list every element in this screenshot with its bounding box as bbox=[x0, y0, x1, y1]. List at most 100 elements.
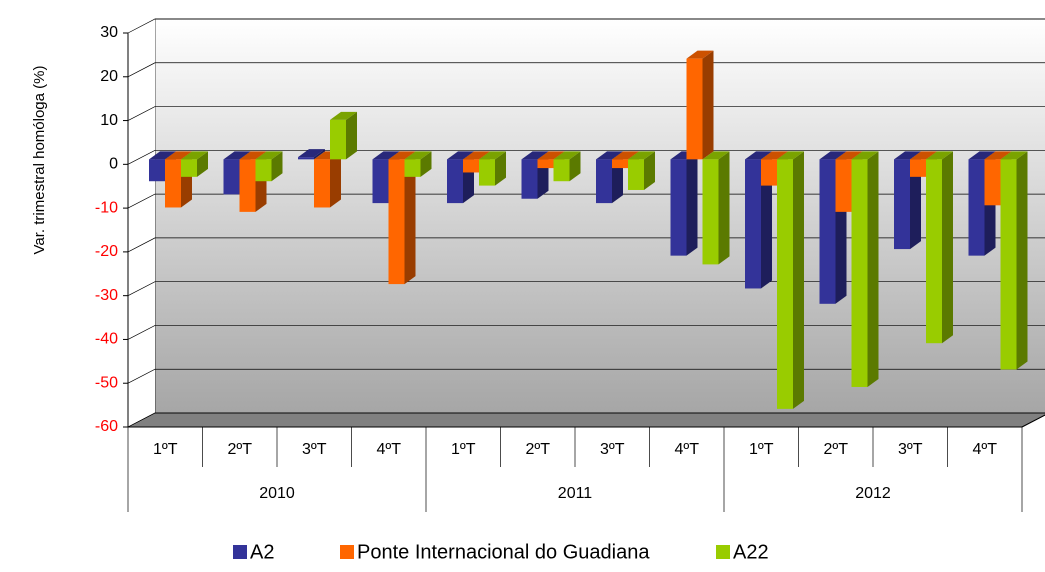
bar-face bbox=[644, 151, 655, 190]
bar-face bbox=[718, 151, 730, 265]
bar-face bbox=[894, 159, 910, 250]
bar-face bbox=[835, 151, 863, 160]
y-axis-label: Var. trimestral homóloga (%) bbox=[31, 66, 48, 255]
y-tick-label: -10 bbox=[95, 199, 118, 216]
y-tick-label: 30 bbox=[100, 24, 118, 41]
bar-face bbox=[819, 159, 836, 304]
bar-face bbox=[777, 151, 804, 160]
bar bbox=[388, 151, 416, 285]
y-tick-label: 10 bbox=[100, 112, 118, 129]
bar-face bbox=[702, 151, 730, 160]
bar-face bbox=[968, 151, 996, 160]
bar-face bbox=[851, 151, 879, 160]
bar bbox=[926, 151, 953, 344]
bar-face bbox=[330, 111, 357, 120]
bar bbox=[745, 151, 772, 289]
bar bbox=[314, 151, 341, 208]
bar-face bbox=[463, 151, 490, 160]
group-label: 2010 bbox=[259, 485, 295, 502]
bar-face bbox=[910, 151, 937, 160]
bar-face bbox=[521, 159, 538, 199]
x-tick-label: 1ºT bbox=[451, 441, 476, 458]
x-tick-label: 2ºT bbox=[823, 441, 848, 458]
bar-face bbox=[984, 151, 1012, 160]
x-tick-label: 1ºT bbox=[749, 441, 774, 458]
legend-label: Ponte Internacional do Guadiana bbox=[357, 541, 650, 563]
grid-line bbox=[127, 325, 1045, 340]
x-tick-label: 4ºT bbox=[674, 441, 699, 458]
bar-face bbox=[926, 159, 942, 344]
x-tick-label: 1ºT bbox=[153, 441, 178, 458]
x-tick-label: 3ºT bbox=[898, 441, 923, 458]
bar-face bbox=[521, 151, 549, 160]
grid-line bbox=[127, 149, 1045, 165]
bar-face bbox=[165, 151, 192, 160]
bar-face bbox=[926, 151, 953, 160]
y-tick-label: -60 bbox=[95, 418, 118, 435]
bar bbox=[628, 151, 655, 190]
bar-face bbox=[1016, 151, 1028, 370]
bar-face bbox=[181, 151, 208, 160]
bar-face bbox=[761, 159, 777, 186]
x-tick-label: 3ºT bbox=[600, 441, 625, 458]
bar-face bbox=[314, 149, 325, 160]
bar-face bbox=[463, 159, 479, 173]
bar-face bbox=[686, 58, 703, 160]
bar-face bbox=[149, 159, 165, 182]
bar-face bbox=[702, 50, 714, 160]
bar bbox=[851, 151, 879, 387]
bar-face bbox=[553, 159, 570, 182]
bar-face bbox=[149, 151, 176, 160]
bar bbox=[298, 149, 325, 160]
bar-face bbox=[569, 151, 581, 182]
bar-face bbox=[479, 159, 495, 186]
bar-face bbox=[596, 151, 623, 160]
legend-label: A22 bbox=[733, 541, 769, 563]
bar-face bbox=[745, 159, 761, 289]
y-tick-label: -30 bbox=[95, 287, 118, 304]
bar bbox=[181, 151, 208, 177]
bar-face bbox=[479, 151, 506, 160]
group-label: 2012 bbox=[855, 485, 891, 502]
bar-face bbox=[968, 159, 985, 256]
bar bbox=[670, 151, 698, 256]
bar-face bbox=[628, 159, 644, 190]
y-tick-label: 20 bbox=[100, 68, 118, 85]
bar-face bbox=[910, 159, 926, 177]
y-tick-label: -20 bbox=[95, 243, 118, 260]
bar-face bbox=[793, 151, 804, 409]
bar-face bbox=[197, 151, 208, 177]
bar bbox=[255, 151, 283, 182]
x-tick-label: 3ºT bbox=[302, 441, 327, 458]
bar-face bbox=[271, 151, 283, 182]
grid-line bbox=[127, 412, 1045, 428]
y-tick-label: -50 bbox=[95, 374, 118, 391]
legend-swatch bbox=[340, 545, 354, 559]
y-tick-label: 0 bbox=[109, 156, 118, 173]
legend-label: A2 bbox=[250, 541, 274, 563]
bar-face bbox=[867, 151, 879, 387]
bar bbox=[553, 151, 581, 182]
bar-face bbox=[388, 151, 416, 160]
bar-face bbox=[372, 151, 400, 160]
bar-face bbox=[239, 151, 267, 160]
bar-face bbox=[165, 159, 181, 208]
bar-face bbox=[702, 159, 719, 265]
bar-face bbox=[745, 151, 772, 160]
bar-face bbox=[298, 157, 314, 160]
bar-face bbox=[255, 151, 283, 160]
bar-face bbox=[223, 159, 240, 195]
bar-face bbox=[346, 111, 357, 160]
bar-face bbox=[420, 151, 432, 177]
bar-face bbox=[314, 159, 330, 208]
bar-face bbox=[298, 149, 325, 158]
bar-face bbox=[388, 159, 405, 285]
bar-face bbox=[612, 151, 639, 160]
x-tick-label: 4ºT bbox=[972, 441, 997, 458]
x-tick-label: 2ºT bbox=[227, 441, 252, 458]
bar-face bbox=[670, 159, 687, 256]
bar-face bbox=[181, 159, 197, 177]
bar-face bbox=[537, 151, 565, 160]
bar-face bbox=[612, 159, 628, 169]
